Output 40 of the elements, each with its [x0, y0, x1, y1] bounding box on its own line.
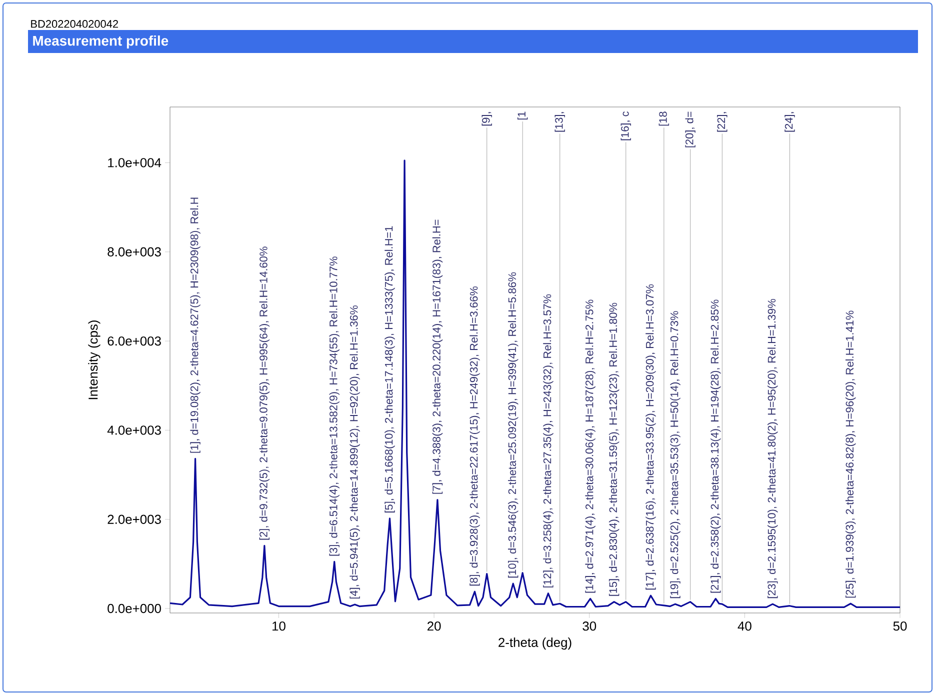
annotation: [17], d=2.6387(16), 2-theta=33.95(2), H=209(30), Rel.H=3.07% [646, 284, 656, 590]
annotation: [2], d=9.732(5), 2-theta=9.079(5), H=995(64), Rel.H=14.60% [259, 246, 270, 540]
annotation: [8], d=3.928(3), 2-theta=22.617(15), H=249(32), Rel.H=3.66% [470, 286, 480, 586]
y-tick-label: 6.0e+003 [108, 336, 161, 346]
text: BD202204020042 [31, 20, 118, 28]
x-tick-label: 20 [428, 622, 441, 631]
y-tick-label: 1.0e+004 [108, 158, 162, 168]
chart-title: Measurement profile [33, 35, 168, 48]
y-tick-label: 8.0e+003 [108, 247, 161, 256]
x-axis-title: 2-theta (deg) [498, 638, 572, 650]
x-tick-label: 30 [582, 622, 596, 631]
annotation: [14], d=2.971(4), 2-theta=30.06(4), H=187(28), Rel.H=2.75% [585, 300, 596, 593]
annotation: [22], [717, 112, 728, 132]
annotation: [1 [517, 112, 528, 120]
annotation: [5], d=5.1668(10), 2-theta=17.148(3), H=1333(75), Rel.H=1 [384, 226, 395, 512]
annotation: [1], d=19.08(2), 2-theta=4.627(5), H=2309(98), Rel.H [190, 198, 200, 453]
annotation: [18 [658, 112, 670, 126]
annotation: [13], [554, 112, 565, 132]
annotation: [19], d=2.525(2), 2-theta=35.53(3), H=50(14), Rel.H=0.73% [670, 311, 680, 598]
y-tick-label: 4.0e+003 [107, 426, 161, 435]
annotation: [7], d=4.388(3), 2-theta=20.220(14), H=1671(83), Rel.H= [432, 220, 443, 494]
annotation: [10], d=3.546(3), 2-theta=25.092(19), H=399(41), Rel.H=5.86% [508, 272, 518, 578]
annotation: [23], d=2.1595(10), 2-theta=41.80(2), H=95(20), Rel.H=1.39% [768, 298, 778, 598]
annotation: [20], d= [685, 112, 696, 148]
annotation: [21], d=2.358(2), 2-theta=38.13(4), H=194(28), Rel.H=2.85% [710, 300, 721, 593]
annotation: [24], [784, 112, 795, 132]
annotation: [12], d=3.258(4), 2-theta=27.35(4), H=243(32), Rel.H=3.57% [543, 294, 554, 588]
annotation: [3], d=6.514(4), 2-theta=13.582(9), H=734(55), Rel.H=10.77% [329, 256, 340, 556]
y-tick-label: 2.0e+003 [108, 514, 161, 524]
line-series [169, 160, 901, 608]
y-tick-label: 0.0e+000 [108, 604, 161, 614]
x-tick-label: 50 [893, 622, 907, 631]
annotation: [15], d=2.830(4), 2-theta=31.59(5), H=123(23), Rel.H=1.80% [608, 302, 620, 596]
annotation: [4], d=5.941(5), 2-theta=14.899(12), H=92(20), Rel.H=1.36% [350, 306, 360, 599]
annotation: [9], [482, 112, 492, 126]
y-axis-title: Intensity (cps) [88, 320, 100, 400]
annotation: [25], d=1.939(3), 2-theta=46.82(8), H=96(20), Rel.H=1.41% [846, 310, 856, 598]
x-tick-label: 40 [738, 622, 752, 631]
annotation: [16], c [620, 111, 631, 140]
x-tick-label: 10 [272, 622, 286, 631]
